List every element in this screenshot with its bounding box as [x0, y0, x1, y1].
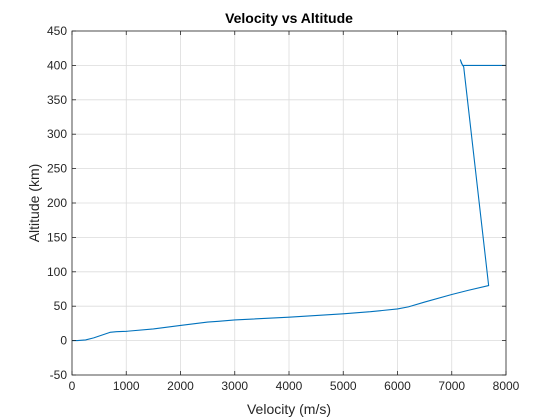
y-tick-label: -50: [50, 368, 68, 382]
x-tick-label: 5000: [330, 379, 357, 393]
x-tick-label: 8000: [493, 379, 520, 393]
y-tick-label: 50: [54, 299, 68, 313]
y-tick-label: 200: [47, 196, 67, 210]
x-tick-label: 2000: [167, 379, 194, 393]
y-tick-label: 100: [47, 265, 67, 279]
y-axis-label: Altitude (km): [26, 164, 42, 243]
x-tick-label: 7000: [438, 379, 465, 393]
x-tick-label: 6000: [384, 379, 411, 393]
data-series: [72, 59, 506, 342]
x-tick-label: 1000: [113, 379, 140, 393]
x-axis-label: Velocity (m/s): [247, 401, 331, 417]
y-tick-label: 450: [47, 24, 67, 38]
y-tick-labels: -50 0 50 100 150 200 250 300 350 400 450: [47, 24, 67, 382]
y-tick-label: 150: [47, 230, 67, 244]
y-tick-label: 350: [47, 93, 67, 107]
y-tick-label: 0: [60, 334, 67, 348]
chart-title: Velocity vs Altitude: [225, 10, 353, 26]
x-tick-label: 0: [69, 379, 76, 393]
x-tick-label: 4000: [276, 379, 303, 393]
y-tick-label: 400: [47, 58, 67, 72]
series-line-1: [72, 59, 506, 342]
x-tick-labels: 0 1000 2000 3000 4000 5000 6000 7000 8000: [69, 379, 520, 393]
y-tick-label: 250: [47, 162, 67, 176]
y-tick-label: 300: [47, 127, 67, 141]
x-tick-label: 3000: [221, 379, 248, 393]
axes: [71, 30, 507, 376]
